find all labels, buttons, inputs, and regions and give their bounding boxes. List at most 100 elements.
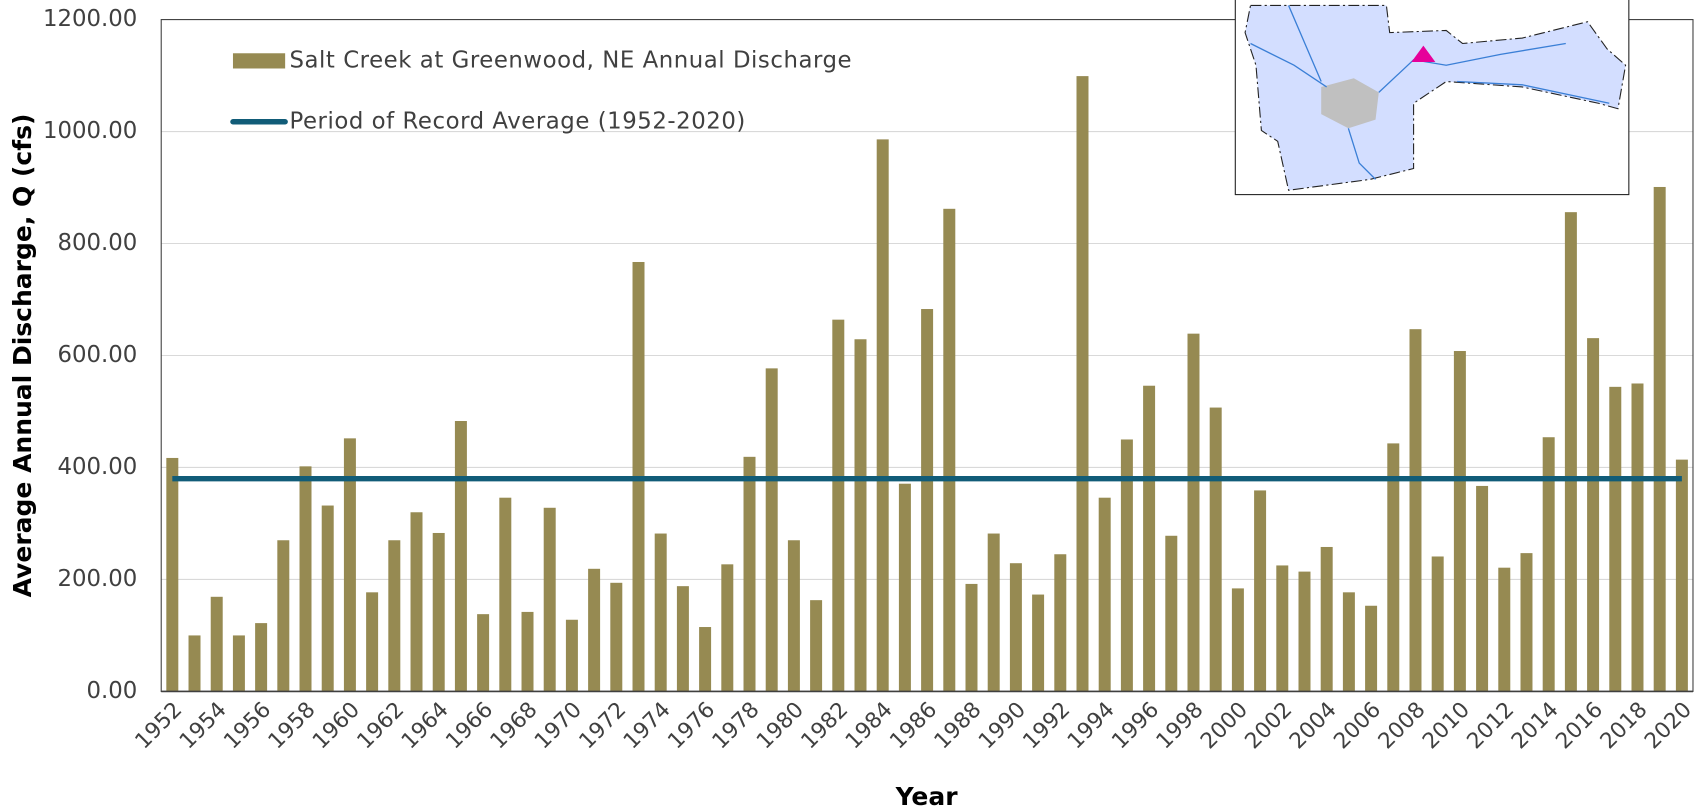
x-tick-label: 1970 — [530, 697, 587, 754]
bar — [388, 540, 401, 692]
x-tick-label: 2012 — [1463, 697, 1520, 754]
bar — [832, 319, 845, 692]
bar — [1320, 546, 1333, 692]
bar — [676, 586, 689, 692]
bar — [987, 533, 1000, 692]
bar — [1098, 497, 1111, 692]
bar — [543, 507, 556, 692]
x-tick-label: 1988 — [930, 697, 987, 754]
bar — [188, 635, 201, 692]
bar — [965, 583, 978, 692]
bar — [432, 532, 445, 692]
bar — [1476, 485, 1489, 692]
bar — [921, 309, 934, 692]
bar — [1298, 571, 1311, 692]
y-tick-label: 200.00 — [57, 566, 137, 592]
y-tick-label: 1000.00 — [43, 118, 137, 144]
bar — [1387, 443, 1400, 692]
bar — [943, 208, 956, 692]
x-tick-label: 1976 — [663, 697, 720, 754]
y-tick-label: 800.00 — [57, 230, 137, 256]
y-tick-label: 0.00 — [87, 678, 138, 704]
bar — [588, 568, 601, 692]
x-tick-label: 2006 — [1329, 697, 1386, 754]
gauge-marker — [1411, 45, 1436, 62]
x-tick-label: 2018 — [1596, 697, 1653, 754]
streams — [1250, 5, 1610, 180]
bar — [499, 497, 512, 692]
bar — [1143, 385, 1156, 692]
bar — [477, 614, 490, 692]
y-tick-label: 600.00 — [57, 342, 137, 368]
x-tick-label: 1986 — [885, 697, 942, 754]
bar — [1342, 592, 1355, 692]
y-tick-label: 1200.00 — [43, 6, 137, 32]
bar — [1520, 553, 1533, 692]
bar — [1187, 333, 1200, 692]
bar — [1365, 605, 1378, 692]
bar — [1542, 437, 1555, 692]
bar — [255, 623, 268, 692]
x-tick-label: 2002 — [1241, 697, 1298, 754]
x-tick-label: 2010 — [1418, 697, 1475, 754]
bar — [232, 635, 245, 692]
bar — [321, 505, 334, 692]
bar — [1165, 535, 1178, 692]
legend-label: Period of Record Average (1952-2020) — [289, 108, 745, 134]
bar — [876, 139, 889, 692]
x-tick-label: 2004 — [1285, 697, 1342, 754]
x-tick-label: 1960 — [308, 697, 365, 754]
x-tick-label: 2000 — [1196, 697, 1253, 754]
x-tick-label: 1998 — [1152, 697, 1209, 754]
bar — [765, 368, 778, 692]
legend-swatch — [232, 53, 286, 69]
x-tick-label: 2014 — [1507, 697, 1564, 754]
bar — [1120, 439, 1133, 692]
bar — [210, 596, 223, 692]
bar — [277, 540, 290, 692]
bar — [1653, 186, 1666, 692]
x-tick-label: 1980 — [752, 697, 809, 754]
x-tick-label: 1990 — [974, 697, 1031, 754]
bar — [610, 582, 623, 692]
bar — [1254, 490, 1267, 692]
x-tick-label: 1992 — [1019, 697, 1076, 754]
bar — [1564, 212, 1577, 692]
y-tick-label: 400.00 — [57, 454, 137, 480]
bar — [1587, 338, 1600, 692]
x-axis-label: Year — [895, 782, 959, 811]
bar — [1609, 386, 1622, 692]
bar — [1453, 351, 1466, 692]
bar — [166, 457, 179, 692]
x-tick-label: 1994 — [1063, 697, 1120, 754]
x-tick-label: 1966 — [441, 697, 498, 754]
bar — [654, 533, 667, 692]
x-tick-label: 1956 — [219, 697, 276, 754]
inset-map — [1234, 0, 1630, 196]
x-tick-label: 1958 — [264, 697, 321, 754]
bar — [1076, 76, 1089, 692]
bar — [898, 483, 911, 692]
x-tick-label: 1954 — [175, 697, 232, 754]
bar — [1276, 565, 1289, 692]
legend-label: Salt Creek at Greenwood, NE Annual Disch… — [289, 47, 852, 73]
x-tick-label: 1974 — [619, 697, 676, 754]
bar — [699, 627, 712, 692]
city — [1321, 78, 1379, 129]
x-tick-label: 1952 — [131, 697, 188, 754]
x-tick-label: 1978 — [708, 697, 765, 754]
x-tick-label: 1982 — [797, 697, 854, 754]
bar — [299, 466, 312, 692]
bar — [1032, 594, 1045, 692]
x-tick-label: 2008 — [1374, 697, 1431, 754]
bar — [565, 619, 578, 692]
bar — [1631, 383, 1644, 692]
bar — [787, 540, 800, 692]
x-tick-label: 1996 — [1107, 697, 1164, 754]
bar — [1209, 407, 1222, 692]
y-axis-label: Average Annual Discharge, Q (cfs) — [8, 114, 37, 598]
bar — [1498, 567, 1511, 692]
bar — [1431, 556, 1444, 692]
bar — [1231, 588, 1244, 692]
